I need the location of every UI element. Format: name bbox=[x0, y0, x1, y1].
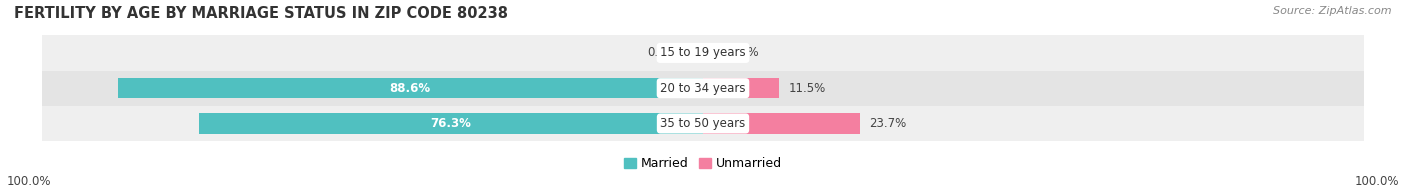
Bar bbox=[118, 78, 703, 98]
Text: Source: ZipAtlas.com: Source: ZipAtlas.com bbox=[1274, 6, 1392, 16]
Text: 88.6%: 88.6% bbox=[389, 82, 430, 95]
Bar bbox=[703, 113, 859, 134]
Text: 15 to 19 years: 15 to 19 years bbox=[661, 46, 745, 59]
Text: 100.0%: 100.0% bbox=[1354, 175, 1399, 188]
Text: 23.7%: 23.7% bbox=[869, 117, 907, 130]
Legend: Married, Unmarried: Married, Unmarried bbox=[619, 152, 787, 175]
Text: 0.0%: 0.0% bbox=[730, 46, 759, 59]
Bar bbox=[198, 113, 703, 134]
Bar bbox=[683, 46, 703, 60]
Text: 11.5%: 11.5% bbox=[789, 82, 827, 95]
Bar bbox=[703, 46, 723, 60]
Text: 35 to 50 years: 35 to 50 years bbox=[661, 117, 745, 130]
Bar bbox=[703, 78, 779, 98]
Bar bbox=[42, 106, 1364, 141]
Bar bbox=[42, 35, 1364, 71]
Bar bbox=[42, 71, 1364, 106]
Text: FERTILITY BY AGE BY MARRIAGE STATUS IN ZIP CODE 80238: FERTILITY BY AGE BY MARRIAGE STATUS IN Z… bbox=[14, 6, 508, 21]
Text: 0.0%: 0.0% bbox=[647, 46, 676, 59]
Text: 20 to 34 years: 20 to 34 years bbox=[661, 82, 745, 95]
Text: 100.0%: 100.0% bbox=[7, 175, 52, 188]
Text: 76.3%: 76.3% bbox=[430, 117, 471, 130]
